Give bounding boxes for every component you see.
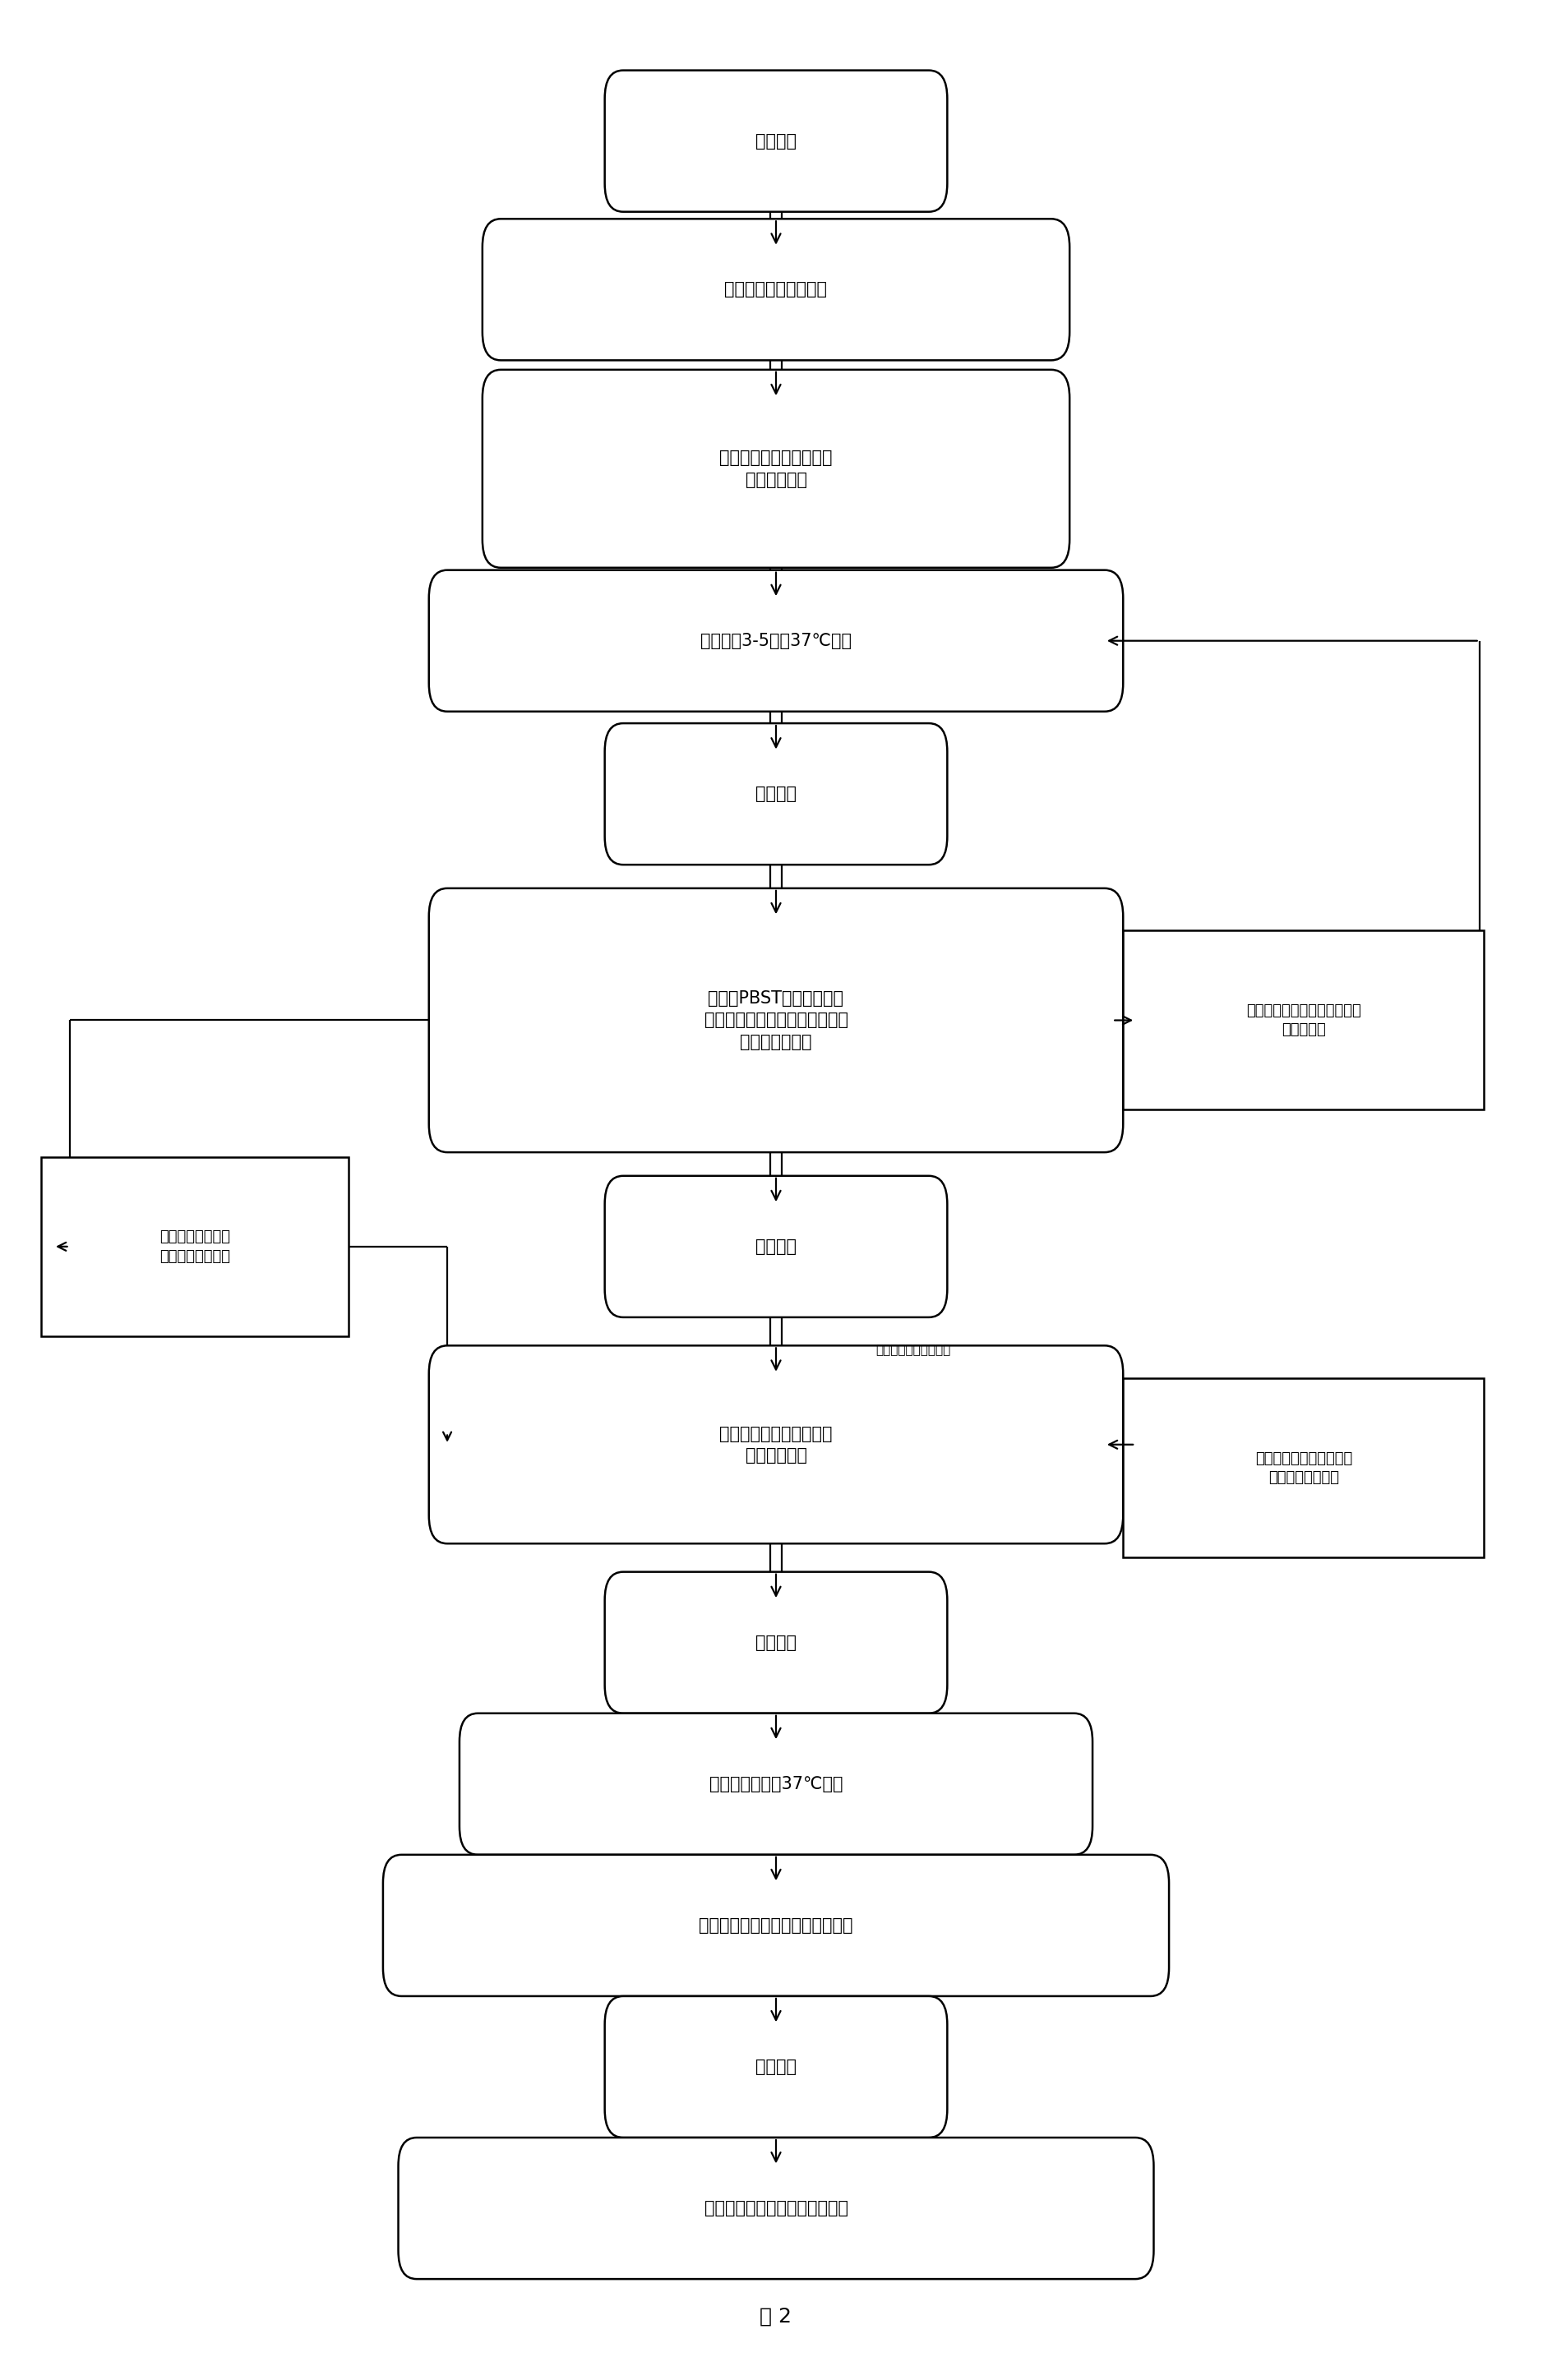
- Text: 反复吹打均匀，37℃反应: 反复吹打均匀，37℃反应: [709, 1775, 843, 1792]
- Text: 第２次清洗在板１第４，５，
６列中进行: 第２次清洗在板１第４，５， ６列中进行: [1246, 1004, 1361, 1038]
- FancyBboxPatch shape: [383, 1854, 1169, 1997]
- FancyBboxPatch shape: [605, 1176, 947, 1316]
- Text: 加第３列磁粒，第
２次为第６列磁粒: 加第３列磁粒，第 ２次为第６列磁粒: [160, 1230, 230, 1264]
- FancyBboxPatch shape: [1124, 1378, 1484, 1559]
- Text: 图 2: 图 2: [760, 2306, 792, 2328]
- Text: 抽取试剂板第２列试剂到
反应板第２列: 抽取试剂板第２列试剂到 反应板第２列: [720, 1426, 832, 1464]
- Text: 清洗枪头: 清洗枪头: [756, 1635, 796, 1652]
- FancyBboxPatch shape: [399, 2137, 1153, 2280]
- Text: 将反应板第３列溶液移至酶标板: 将反应板第３列溶液移至酶标板: [705, 2199, 847, 2216]
- FancyBboxPatch shape: [483, 219, 1069, 359]
- Text: 第２次为试剂板第３列: 第２次为试剂板第３列: [875, 1345, 950, 1357]
- FancyBboxPatch shape: [428, 1345, 1124, 1545]
- Text: 清洗枪头: 清洗枪头: [756, 133, 796, 150]
- FancyBboxPatch shape: [428, 888, 1124, 1152]
- Text: 清洗枪头: 清洗枪头: [756, 2059, 796, 2075]
- Text: 加试样到反应板第１列: 加试样到反应板第１列: [725, 281, 827, 298]
- Text: 反复吹打3-5次，37℃反应: 反复吹打3-5次，37℃反应: [700, 633, 852, 650]
- FancyBboxPatch shape: [605, 724, 947, 864]
- Text: 磁性分离，溶液留干反应板第３列: 磁性分离，溶液留干反应板第３列: [698, 1918, 854, 1933]
- Text: 清洗枪头: 清洗枪头: [756, 1238, 796, 1254]
- FancyBboxPatch shape: [1124, 931, 1484, 1109]
- FancyBboxPatch shape: [605, 1571, 947, 1714]
- Text: 抽取试剂板第１列微纳磁
粒与样品混合: 抽取试剂板第１列微纳磁 粒与样品混合: [720, 450, 832, 488]
- Text: 抽取试剂板４，５列试剂
加入反应板第３列: 抽取试剂板４，５列试剂 加入反应板第３列: [1256, 1452, 1352, 1485]
- FancyBboxPatch shape: [428, 571, 1124, 712]
- FancyBboxPatch shape: [605, 1997, 947, 2137]
- FancyBboxPatch shape: [459, 1714, 1093, 1854]
- FancyBboxPatch shape: [42, 1157, 349, 1335]
- Text: 第１次PBST清洗，在板１
第１，２，３列反复吹打清洗，
磁粒留在第３列: 第１次PBST清洗，在板１ 第１，２，３列反复吹打清洗， 磁粒留在第３列: [705, 990, 847, 1050]
- FancyBboxPatch shape: [605, 71, 947, 212]
- Text: 磁性分离: 磁性分离: [756, 785, 796, 802]
- FancyBboxPatch shape: [483, 369, 1069, 569]
